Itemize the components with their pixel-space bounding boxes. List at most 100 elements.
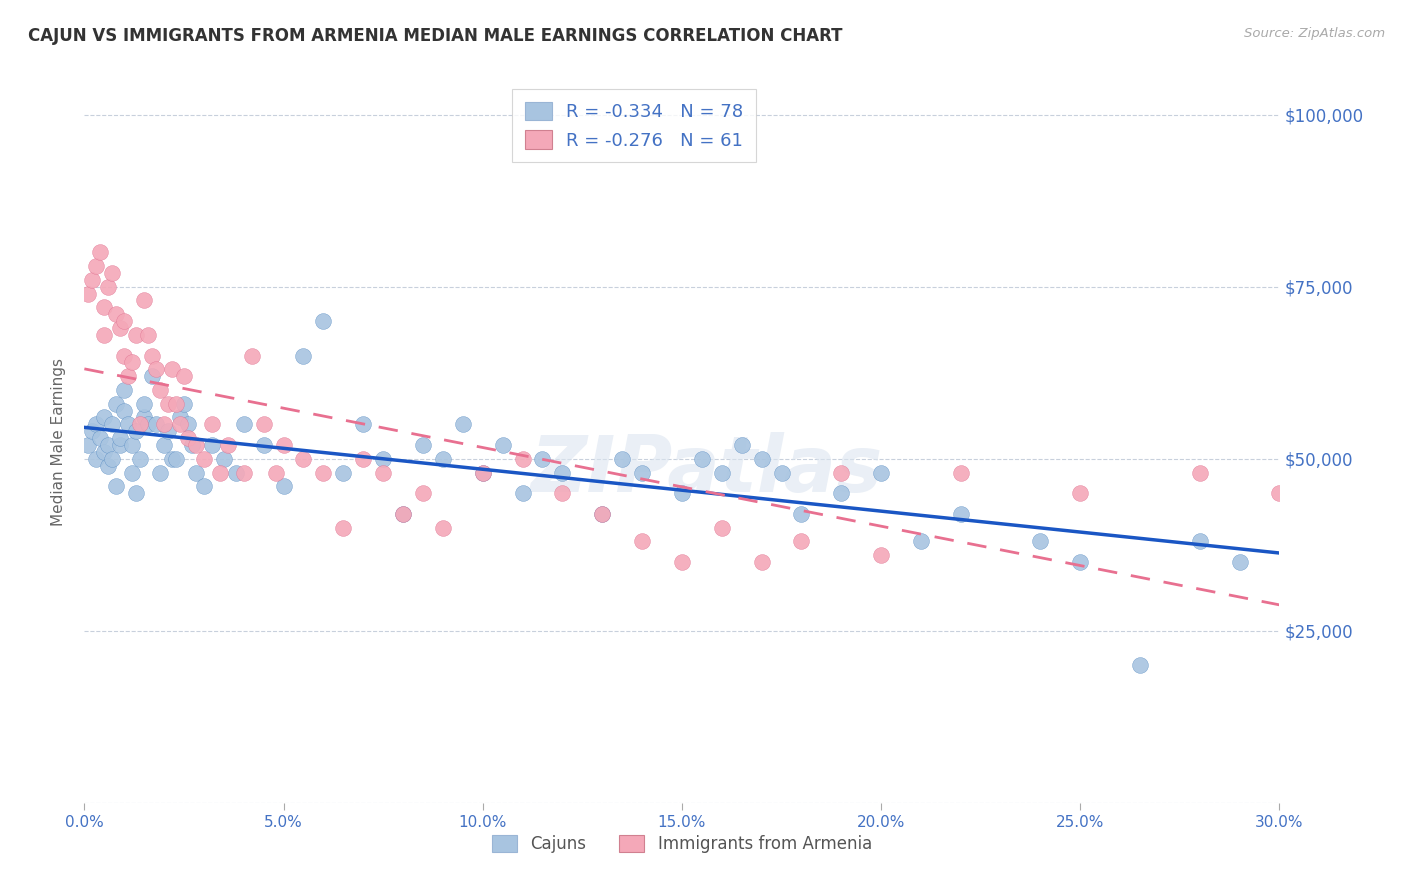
- Point: [173, 369, 195, 384]
- Point: [551, 486, 574, 500]
- Point: [89, 245, 111, 260]
- Point: [710, 466, 733, 480]
- Point: [117, 417, 139, 432]
- Point: [949, 466, 972, 480]
- Point: [253, 417, 276, 432]
- Point: [208, 466, 231, 480]
- Point: [157, 397, 180, 411]
- Point: [112, 314, 135, 328]
- Point: [1188, 466, 1211, 480]
- Point: [101, 417, 124, 432]
- Point: [110, 321, 132, 335]
- Point: [129, 417, 152, 432]
- Point: [93, 445, 115, 459]
- Point: [177, 417, 200, 432]
- Point: [121, 355, 143, 369]
- Point: [432, 451, 454, 466]
- Point: [731, 438, 754, 452]
- Point: [112, 349, 135, 363]
- Point: [273, 438, 295, 452]
- Point: [1188, 534, 1211, 549]
- Point: [89, 431, 111, 445]
- Point: [160, 362, 183, 376]
- Point: [870, 466, 893, 480]
- Point: [177, 431, 200, 445]
- Point: [232, 417, 254, 432]
- Point: [121, 438, 143, 452]
- Point: [105, 307, 128, 321]
- Point: [492, 438, 515, 452]
- Point: [373, 466, 395, 480]
- Point: [160, 451, 183, 466]
- Point: [93, 301, 115, 315]
- Text: Source: ZipAtlas.com: Source: ZipAtlas.com: [1244, 27, 1385, 40]
- Point: [1069, 555, 1091, 569]
- Point: [149, 466, 172, 480]
- Point: [471, 466, 494, 480]
- Point: [169, 410, 191, 425]
- Point: [181, 438, 204, 452]
- Point: [949, 507, 972, 521]
- Point: [1229, 555, 1251, 569]
- Point: [591, 507, 613, 521]
- Point: [141, 349, 163, 363]
- Point: [212, 451, 235, 466]
- Point: [332, 520, 354, 534]
- Point: [184, 466, 207, 480]
- Point: [830, 486, 852, 500]
- Point: [432, 520, 454, 534]
- Point: [412, 486, 434, 500]
- Point: [101, 451, 124, 466]
- Point: [86, 259, 108, 273]
- Point: [105, 479, 128, 493]
- Point: [82, 424, 104, 438]
- Point: [86, 451, 108, 466]
- Point: [117, 369, 139, 384]
- Point: [612, 451, 634, 466]
- Point: [193, 479, 215, 493]
- Point: [125, 486, 148, 500]
- Point: [77, 438, 100, 452]
- Point: [132, 410, 156, 425]
- Point: [352, 417, 374, 432]
- Point: [153, 438, 176, 452]
- Point: [332, 466, 354, 480]
- Point: [149, 383, 172, 397]
- Point: [93, 410, 115, 425]
- Point: [82, 273, 104, 287]
- Point: [125, 327, 148, 342]
- Point: [312, 314, 335, 328]
- Point: [145, 417, 167, 432]
- Point: [412, 438, 434, 452]
- Point: [392, 507, 415, 521]
- Point: [93, 327, 115, 342]
- Point: [790, 534, 813, 549]
- Text: ZIPatlas: ZIPatlas: [530, 433, 882, 508]
- Point: [129, 451, 152, 466]
- Point: [910, 534, 932, 549]
- Point: [471, 466, 494, 480]
- Point: [173, 397, 195, 411]
- Point: [312, 466, 335, 480]
- Point: [110, 438, 132, 452]
- Point: [240, 349, 263, 363]
- Point: [1029, 534, 1052, 549]
- Point: [671, 555, 693, 569]
- Point: [136, 327, 159, 342]
- Point: [830, 466, 852, 480]
- Point: [97, 458, 120, 473]
- Point: [125, 424, 148, 438]
- Point: [110, 431, 132, 445]
- Point: [101, 266, 124, 280]
- Point: [392, 507, 415, 521]
- Point: [710, 520, 733, 534]
- Point: [145, 362, 167, 376]
- Point: [1069, 486, 1091, 500]
- Point: [551, 466, 574, 480]
- Point: [77, 286, 100, 301]
- Point: [451, 417, 474, 432]
- Point: [141, 369, 163, 384]
- Legend: Cajuns, Immigrants from Armenia: Cajuns, Immigrants from Armenia: [485, 828, 879, 860]
- Point: [86, 417, 108, 432]
- Point: [201, 417, 224, 432]
